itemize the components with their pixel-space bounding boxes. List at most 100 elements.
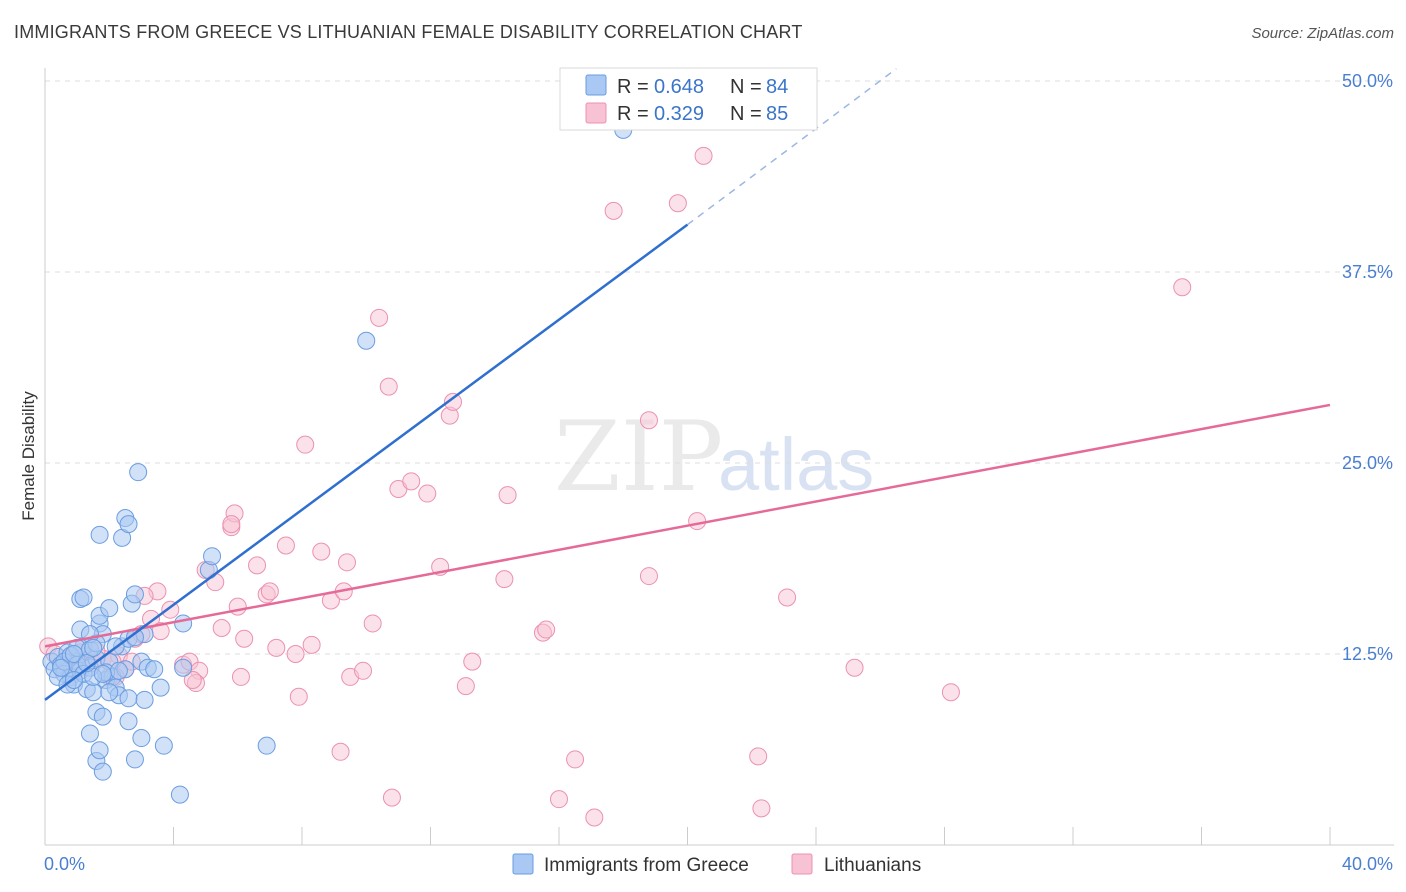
lithuanians-point-46: [363, 614, 382, 633]
greece-point-82: [93, 664, 112, 683]
lithuanians-point-75: [941, 683, 960, 702]
greece-point-62: [125, 750, 144, 769]
greece-point-58: [90, 741, 109, 760]
legend-n-label-lithuanians: N =: [730, 103, 762, 125]
grid-lines: [45, 80, 1394, 655]
lithuanians-point-28: [231, 667, 250, 686]
lithuanians-point-47: [370, 308, 389, 327]
greece-trend-line: [44, 223, 689, 701]
greece-point-55: [80, 724, 99, 743]
x-tick-label-min: 0.0%: [44, 854, 85, 874]
lithuanians-point-58: [498, 486, 517, 505]
lithuanians-point-56: [456, 677, 475, 696]
lithuanians-point-72: [752, 799, 771, 818]
greece-point-50: [90, 525, 109, 544]
lithuanians-point-41: [331, 742, 350, 761]
legend-r-label-greece: R =: [617, 76, 649, 98]
greece-trend-line-extension: [687, 68, 897, 226]
lithuanians-point-65: [604, 201, 623, 220]
lithuanians-point-76: [1173, 278, 1192, 297]
legend-r-label-lithuanians: R =: [617, 103, 649, 125]
lithuanians-point-59: [495, 570, 514, 589]
bottom-legend-label-lithuanians: Lithuanians: [824, 855, 921, 876]
x-ticks: [44, 827, 1331, 845]
lithuanians-trend-line: [44, 403, 1331, 648]
lithuanians-point-48: [379, 377, 398, 396]
lithuanians-point-29: [235, 629, 254, 648]
greece-point-40: [100, 599, 119, 618]
greece-point-61: [119, 712, 138, 731]
y-axis-title: Female Disability: [19, 391, 38, 521]
legend-r-value-greece: 0.648: [654, 76, 704, 98]
chart-title: IMMIGRANTS FROM GREECE VS LITHUANIAN FEM…: [14, 22, 803, 42]
x-tick-label-max: 40.0%: [1342, 854, 1393, 874]
lithuanians-point-55: [443, 392, 462, 411]
greece-point-48: [151, 678, 170, 697]
lithuanians-point-52: [418, 484, 437, 503]
greece-point-59: [93, 707, 112, 726]
greece-point-49: [135, 690, 154, 709]
lithuanians-point-69: [688, 512, 707, 531]
watermark: ZIP atlas: [554, 401, 874, 513]
legend-r-value-lithuanians: 0.329: [654, 103, 704, 125]
greece-point-47: [145, 660, 164, 679]
lithuanians-point-36: [289, 687, 308, 706]
chart-source: Source: ZipAtlas.com: [1251, 25, 1394, 42]
legend-n-value-lithuanians: 85: [766, 103, 788, 125]
greece-point-64: [154, 736, 173, 755]
lithuanians-point-37: [296, 435, 315, 454]
greece-point-63: [132, 729, 151, 748]
greece-point-65: [174, 658, 193, 677]
lithuanians-point-44: [337, 553, 356, 572]
lithuanians-point-32: [260, 582, 279, 601]
greece-point-54: [129, 463, 148, 482]
greece-point-71: [357, 331, 376, 350]
y-tick-label-1: 25.0%: [1342, 453, 1393, 473]
legend-n-label-greece: N =: [730, 76, 762, 98]
watermark-atlas: atlas: [718, 423, 874, 506]
lithuanians-point-71: [749, 747, 768, 766]
trend-lines: [44, 68, 1331, 701]
greece-point-13: [84, 683, 103, 702]
lithuanians-point-23: [212, 619, 231, 638]
lithuanians-point-63: [566, 750, 585, 769]
lithuanians-point-64: [585, 808, 604, 827]
greece-point-36: [74, 588, 93, 607]
lithuanians-point-57: [463, 652, 482, 671]
y-tick-label-3: 50.0%: [1342, 71, 1393, 91]
lithuanians-point-73: [778, 588, 797, 607]
lithuanians-point-51: [402, 472, 421, 491]
greece-point-60: [93, 762, 112, 781]
legend-swatch-lithuanians: [585, 102, 607, 124]
bottom-legend-swatch-lithuanians: [791, 853, 813, 875]
greece-point-78: [52, 658, 71, 677]
axes: [44, 68, 1394, 846]
lithuanians-point-27: [228, 597, 247, 616]
lithuanians-point-30: [248, 556, 267, 575]
greece-point-80: [84, 638, 103, 657]
bottom-legend-label-greece: Immigrants from Greece: [544, 855, 749, 876]
legend-bottom: Immigrants from Greece Lithuanians: [512, 853, 921, 876]
greece-point-66: [174, 614, 193, 633]
greece-point-70: [170, 785, 189, 804]
watermark-zip: ZIP: [554, 401, 723, 513]
legend-top: R = 0.648 N = 84 R = 0.329 N = 85: [559, 67, 818, 131]
lithuanians-point-81: [183, 670, 202, 689]
greece-point-53: [119, 515, 138, 534]
lithuanians-point-38: [302, 635, 321, 654]
lithuanians-point-70: [694, 146, 713, 165]
y-tick-label-0: 12.5%: [1342, 644, 1393, 664]
lithuanians-point-33: [267, 638, 286, 657]
lithuanians-point-67: [639, 567, 658, 586]
greece-point-41: [109, 661, 128, 680]
y-tick-label-2: 37.5%: [1342, 262, 1393, 282]
lithuanians-point-50: [382, 788, 401, 807]
lithuanians-point-39: [312, 542, 331, 561]
greece-point-39: [64, 645, 83, 663]
bottom-legend-swatch-greece: [512, 853, 534, 875]
legend-swatch-greece: [585, 74, 607, 96]
greece-point-44: [125, 585, 144, 604]
lithuanians-point-62: [550, 790, 568, 809]
greece-point-68: [203, 547, 222, 566]
